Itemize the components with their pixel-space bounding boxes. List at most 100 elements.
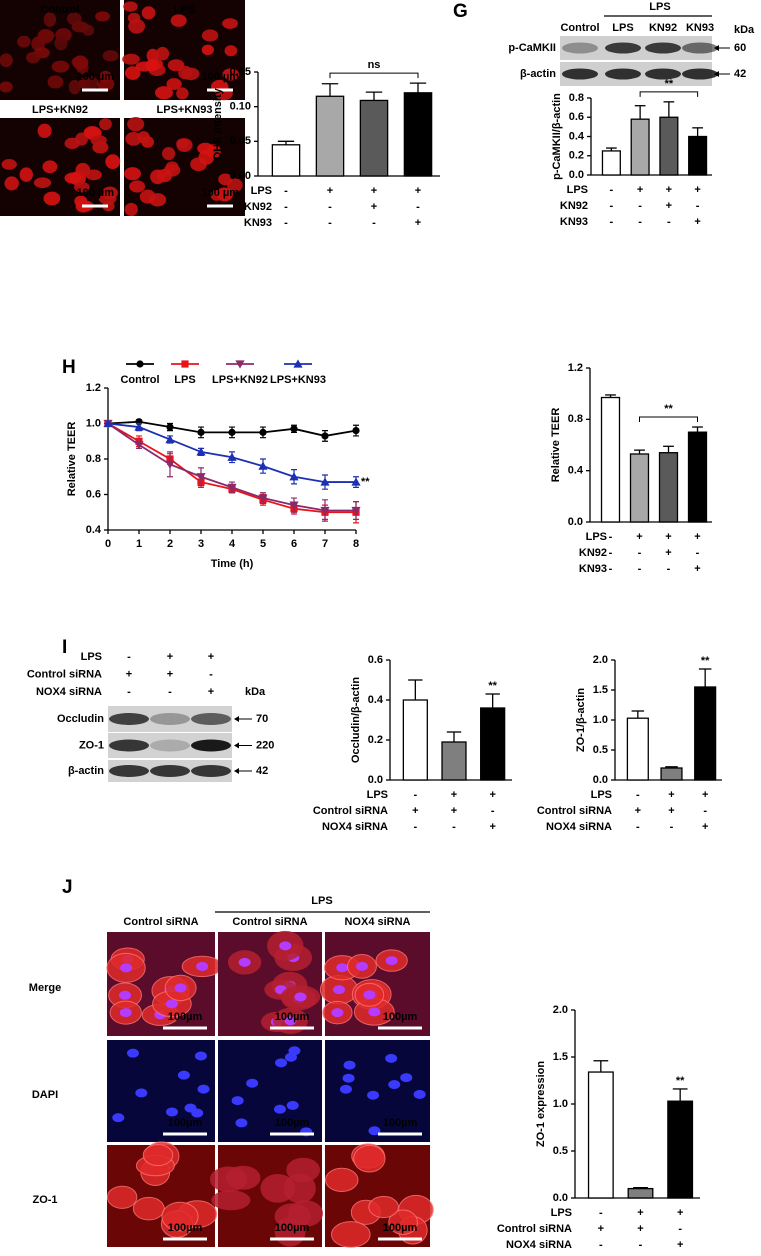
y-tick-label: 0.6 xyxy=(569,111,584,123)
condition-sign: + xyxy=(371,185,377,197)
condition-sign: - xyxy=(609,547,613,559)
marker xyxy=(166,423,174,431)
bar xyxy=(315,95,345,177)
cell-body xyxy=(142,1144,174,1167)
cell-nucleus xyxy=(176,87,189,100)
cell-nucleus xyxy=(120,963,133,973)
cell-nucleus xyxy=(154,86,173,100)
micrograph: Control 100 µm xyxy=(0,0,120,100)
cell-nucleus xyxy=(196,961,209,971)
row-label: ZO-1 xyxy=(32,1194,57,1206)
image-label: LPS+KN93 xyxy=(157,104,213,116)
condition-sign: + xyxy=(637,184,643,196)
blot-band xyxy=(605,42,641,54)
bar xyxy=(660,767,683,781)
annotation: ** xyxy=(361,476,370,488)
condition-sign: + xyxy=(371,201,377,213)
cell-nucleus xyxy=(367,1090,380,1100)
y-tick-label: 0.6 xyxy=(86,488,101,500)
cell-nucleus xyxy=(139,189,156,204)
cell-nucleus xyxy=(333,985,346,995)
condition-sign: - xyxy=(328,201,332,213)
x-axis-label: Time (h) xyxy=(211,558,254,570)
y-tick-label: 1.2 xyxy=(86,382,101,394)
condition-label: KN92 xyxy=(579,547,607,559)
marker xyxy=(196,447,206,456)
condition-sign: - xyxy=(209,668,213,680)
condition-sign: - xyxy=(638,216,642,228)
bar xyxy=(402,699,428,781)
cell-body xyxy=(161,1201,199,1232)
cell-nucleus xyxy=(90,134,107,146)
scale-bar-label: 100µm xyxy=(383,1011,418,1023)
condition-sign: - xyxy=(284,201,288,213)
legend-label: LPS+KN93 xyxy=(270,374,326,386)
legend-marker xyxy=(136,360,144,368)
condition-sign: - xyxy=(639,1239,643,1251)
band-size: 70 xyxy=(256,713,268,725)
cell-body xyxy=(388,1209,418,1235)
marker xyxy=(320,477,330,486)
x-tick-label: 0 xyxy=(105,538,111,550)
arrow-head xyxy=(234,716,239,722)
cell-nucleus xyxy=(385,956,398,966)
micrograph: LPS+KN93 100 µm xyxy=(124,104,245,217)
marker xyxy=(320,506,330,516)
y-tick-label: 0.0 xyxy=(568,516,583,528)
condition-label: NOX4 siRNA xyxy=(546,821,612,833)
cell-body xyxy=(325,1167,359,1192)
x-tick-label: 3 xyxy=(198,538,204,550)
condition-sign: - xyxy=(638,547,642,559)
micrograph: 100µm xyxy=(218,1040,322,1142)
y-tick-label: 1.5 xyxy=(593,684,608,696)
cell-nucleus xyxy=(71,21,89,33)
marker xyxy=(165,434,175,444)
bar xyxy=(271,144,301,177)
bar xyxy=(658,452,679,523)
cell-nucleus xyxy=(284,1052,297,1062)
condition-sign: - xyxy=(372,217,376,229)
condition-sign: + xyxy=(167,668,173,680)
micrograph: 100µm xyxy=(209,1145,323,1247)
y-tick-label: 0.6 xyxy=(368,654,383,666)
y-tick-label: 2.0 xyxy=(593,654,608,666)
condition-sign: - xyxy=(696,200,700,212)
cell-nucleus xyxy=(37,123,52,139)
scale-bar-label: 100µm xyxy=(168,1117,203,1129)
y-tick-label: 0.4 xyxy=(368,694,384,706)
cell-nucleus xyxy=(273,1104,286,1114)
bar xyxy=(480,707,506,781)
scale-bar-label: 100µm xyxy=(275,1222,310,1234)
cell-nucleus xyxy=(201,44,214,56)
band-label: β-actin xyxy=(520,68,556,80)
blot-band xyxy=(109,739,149,752)
condition-sign: - xyxy=(610,216,614,228)
cell-nucleus xyxy=(217,187,231,201)
cell-nucleus xyxy=(284,1016,297,1026)
y-tick-label: 1.0 xyxy=(553,1098,568,1110)
cell-nucleus xyxy=(342,1073,355,1083)
bar xyxy=(688,135,708,176)
cell-body xyxy=(353,1144,386,1173)
scale-bar-label: 100 µm xyxy=(201,187,239,199)
cell-nucleus xyxy=(99,118,112,131)
marker xyxy=(134,441,144,450)
blot-band xyxy=(562,42,598,54)
cell-nucleus xyxy=(167,59,185,72)
y-tick-label: 0.10 xyxy=(230,101,251,113)
condition-sign: + xyxy=(412,805,418,817)
scale-bar-label: 100 µm xyxy=(201,71,239,83)
condition-label: LPS xyxy=(367,789,388,801)
scale-bar-label: 100µm xyxy=(168,1011,203,1023)
condition-sign: + xyxy=(668,805,674,817)
condition-label: LPS xyxy=(81,651,102,663)
cell-nucleus xyxy=(0,53,13,68)
micrograph: 100µm xyxy=(325,1143,434,1248)
blot-band xyxy=(150,739,190,752)
condition-label: NOX4 siRNA xyxy=(506,1239,572,1251)
bar xyxy=(601,150,621,176)
condition-sign: + xyxy=(637,1223,643,1235)
panel-label: I xyxy=(62,637,67,658)
condition-sign: - xyxy=(452,821,456,833)
micrograph: 100µm xyxy=(218,930,322,1036)
